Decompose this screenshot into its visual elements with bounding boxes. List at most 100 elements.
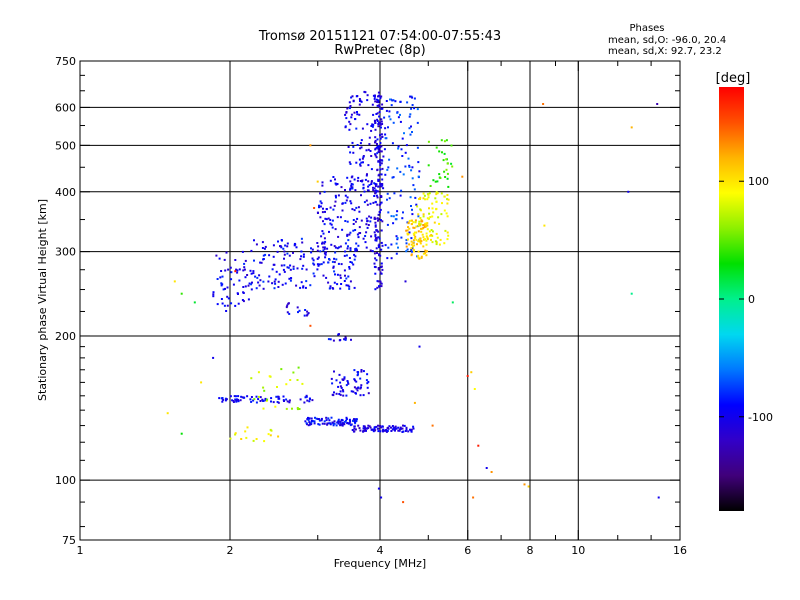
- data-point: [395, 252, 398, 255]
- data-point: [365, 217, 368, 220]
- data-point: [366, 99, 369, 102]
- data-point: [426, 250, 428, 253]
- data-point: [274, 278, 277, 281]
- data-point: [348, 233, 351, 236]
- data-point: [450, 144, 453, 147]
- data-point: [345, 117, 348, 120]
- data-point: [405, 428, 408, 431]
- chart-title: Tromsø 20151121 07:54:00-07:55:43: [258, 29, 501, 44]
- data-point: [422, 252, 425, 255]
- data-point: [296, 267, 299, 270]
- data-point: [290, 277, 292, 280]
- data-point: [416, 243, 418, 246]
- data-point: [280, 368, 283, 371]
- data-point: [374, 239, 377, 242]
- data-point: [306, 418, 309, 421]
- data-point: [413, 226, 416, 229]
- data-point: [221, 302, 224, 305]
- data-point: [286, 311, 289, 314]
- data-point: [348, 107, 351, 110]
- data-point: [431, 207, 434, 210]
- data-point: [348, 257, 351, 259]
- data-point: [369, 150, 372, 152]
- data-point: [357, 424, 360, 427]
- data-point: [426, 217, 429, 220]
- data-point: [382, 155, 385, 158]
- data-point: [353, 418, 355, 421]
- data-point: [367, 427, 369, 430]
- data-point: [286, 400, 289, 403]
- data-point: [426, 222, 429, 225]
- data-point: [324, 240, 327, 243]
- data-point: [378, 237, 381, 240]
- data-point: [312, 262, 315, 265]
- data-point: [344, 189, 346, 191]
- data-point: [417, 224, 420, 227]
- data-point: [392, 222, 395, 225]
- data-point: [376, 196, 379, 199]
- data-point: [273, 263, 276, 266]
- data-point: [262, 386, 265, 389]
- data-point: [335, 392, 338, 395]
- data-point: [377, 268, 380, 271]
- data-point: [374, 225, 377, 228]
- data-point: [296, 379, 299, 381]
- data-point: [329, 422, 332, 425]
- data-point: [250, 377, 253, 380]
- data-point: [230, 271, 233, 274]
- y-axis-label: Stationary phase Virtual Height [km]: [36, 199, 49, 401]
- data-point: [284, 244, 287, 247]
- data-point: [410, 247, 413, 250]
- data-point: [225, 398, 228, 401]
- data-point: [413, 401, 416, 404]
- data-point: [376, 168, 379, 171]
- data-point: [374, 221, 377, 224]
- data-point: [235, 399, 238, 402]
- data-point: [424, 198, 427, 201]
- data-point: [227, 297, 230, 300]
- data-point: [337, 420, 340, 423]
- data-point: [237, 398, 239, 401]
- data-point: [397, 147, 400, 150]
- data-point: [345, 419, 347, 422]
- data-point: [341, 228, 344, 231]
- data-point: [412, 427, 415, 430]
- data-point: [397, 116, 400, 119]
- data-point: [321, 230, 324, 233]
- data-point: [338, 393, 341, 395]
- data-point: [325, 419, 328, 422]
- data-point: [408, 227, 411, 230]
- data-point: [216, 278, 219, 280]
- data-point: [244, 259, 247, 262]
- data-point: [316, 257, 319, 260]
- data-point: [419, 224, 422, 227]
- data-point: [422, 236, 425, 239]
- data-point: [332, 265, 335, 268]
- data-point: [323, 420, 326, 423]
- x-tick-label: 8: [527, 544, 534, 557]
- data-point: [304, 420, 307, 423]
- data-point: [377, 125, 380, 128]
- data-point: [399, 113, 401, 116]
- data-point: [307, 416, 309, 419]
- data-point: [243, 396, 246, 399]
- data-point: [237, 400, 240, 403]
- data-point: [355, 418, 358, 421]
- data-point: [374, 147, 377, 150]
- data-point: [380, 426, 383, 429]
- data-point: [373, 97, 376, 100]
- data-point: [244, 285, 247, 288]
- data-point: [376, 286, 379, 289]
- data-point: [354, 255, 357, 258]
- data-point: [359, 163, 361, 166]
- data-point: [263, 440, 266, 443]
- stats-heading: Phases: [629, 23, 664, 34]
- data-point: [392, 121, 395, 124]
- data-point: [180, 432, 183, 435]
- data-point: [281, 283, 284, 286]
- data-point: [354, 379, 356, 382]
- data-point: [300, 250, 303, 253]
- data-point: [428, 207, 430, 210]
- data-point: [358, 427, 361, 430]
- data-point: [419, 196, 422, 199]
